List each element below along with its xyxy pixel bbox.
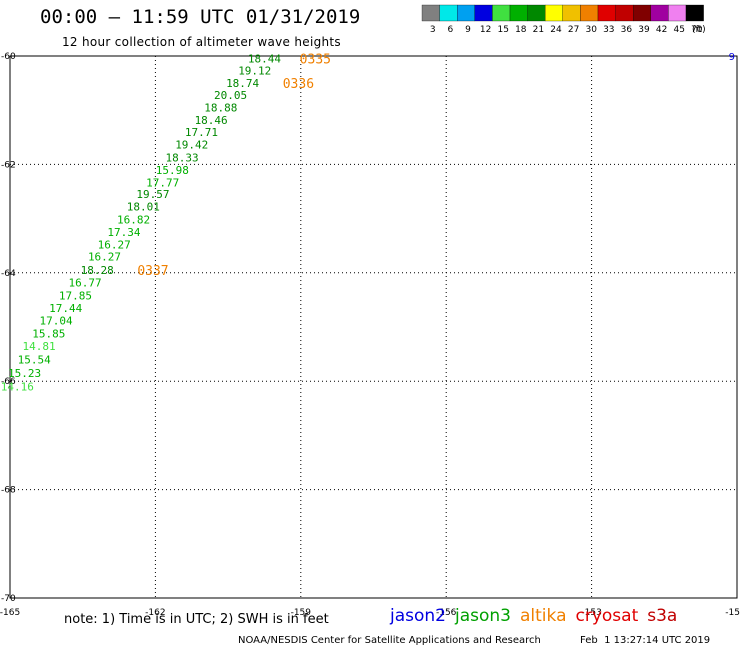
- pass-time-label: 0337: [137, 264, 168, 279]
- footer-note: note: 1) Time is in UTC; 2) SWH is in fe…: [64, 612, 329, 627]
- generated-timestamp: Feb 1 13:27:14 UTC 2019: [580, 635, 711, 646]
- wave-height-point: 16.27: [98, 239, 131, 252]
- y-tick-label: -60: [1, 52, 16, 62]
- wave-height-point: 18.28: [81, 264, 114, 277]
- wave-height-point: 16.27: [88, 251, 121, 264]
- chart-subtitle: 12 hour collection of altimeter wave hei…: [62, 35, 341, 49]
- legend-swatch-label: 45: [673, 25, 684, 35]
- wave-height-point: 14.16: [1, 381, 34, 394]
- wave-height-point: 19.42: [175, 138, 208, 151]
- x-tick-label: -165: [0, 608, 20, 618]
- legend-unit-label: (ft): [692, 25, 706, 35]
- wave-height-point: 15.85: [32, 328, 65, 341]
- legend-swatch-label: 42: [656, 25, 667, 35]
- plot-frame: [9, 55, 738, 599]
- right-edge-label: 9: [729, 52, 735, 63]
- x-tick-label: -159: [291, 608, 312, 618]
- satellite-legend-item: cryosat: [575, 606, 639, 626]
- credit-line: NOAA/NESDIS Center for Satellite Applica…: [238, 635, 541, 646]
- legend-swatch-label: 33: [603, 25, 614, 35]
- wave-height-point: 20.05: [214, 89, 247, 102]
- x-tick-label: -15: [725, 608, 740, 618]
- legend-swatch-label: 3: [430, 25, 436, 35]
- satellite-legend-item: s3a: [647, 606, 678, 626]
- x-tick-label: -162: [145, 608, 165, 618]
- satellite-legend-item: jason3: [455, 606, 511, 626]
- y-tick-label: -64: [1, 269, 16, 279]
- legend-swatch-label: 36: [621, 25, 633, 35]
- wave-height-point: 18.44: [248, 53, 281, 66]
- wave-height-point: 16.77: [69, 277, 102, 290]
- legend-swatch-label: 39: [638, 25, 650, 35]
- wave-height-point: 17.85: [59, 290, 92, 303]
- satellite-legend-item: altika: [520, 606, 567, 626]
- wave-height-point: 19.12: [238, 65, 271, 78]
- wave-height-point: 18.88: [204, 101, 237, 114]
- wave-height-point: 17.77: [146, 176, 179, 189]
- wave-height-point: 17.71: [185, 126, 218, 139]
- legend-swatch-label: 15: [497, 25, 508, 35]
- wave-height-point: 17.44: [49, 302, 82, 315]
- wave-height-point: 18.01: [127, 201, 160, 214]
- y-tick-label: -66: [1, 377, 16, 387]
- satellite-legend: jason2 jason3 altika cryosat s3a: [390, 606, 686, 626]
- satellite-legend-item: jason2: [390, 606, 446, 626]
- legend-swatch-label: 70: [691, 25, 703, 35]
- pass-time-label: 0335: [300, 53, 331, 68]
- color-scale-legend: 3 6 9 12 15 18 21 24 27 30 33 36 39 42 45 70(ft): [421, 4, 706, 35]
- wave-height-point: 17.34: [107, 226, 140, 239]
- x-tick-label: -153: [581, 608, 601, 618]
- y-tick-label: -70: [1, 594, 16, 604]
- legend-swatch-label: 30: [585, 25, 597, 35]
- legend-swatch-label: 6: [448, 25, 454, 35]
- legend-swatch-label: 27: [568, 25, 579, 35]
- wave-height-point: 15.98: [156, 164, 189, 177]
- wave-height-point: 16.82: [117, 214, 150, 227]
- x-tick-label: -156: [436, 608, 457, 618]
- legend-swatch: [685, 4, 704, 22]
- wave-height-point: 17.04: [39, 314, 72, 327]
- chart-title: 00:00 – 11:59 UTC 01/31/2019: [40, 6, 361, 28]
- y-tick-label: -62: [1, 160, 16, 170]
- wave-height-point: 18.46: [195, 114, 228, 127]
- wave-height-point: 15.54: [18, 354, 51, 367]
- wave-height-point: 18.33: [165, 151, 198, 164]
- wave-height-point: 18.74: [226, 77, 259, 90]
- legend-swatch-label: 9: [465, 25, 471, 35]
- legend-swatch-label: 18: [515, 25, 527, 35]
- wave-height-point: 14.81: [23, 340, 56, 353]
- legend-swatch-label: 21: [533, 25, 544, 35]
- wave-height-point: 19.57: [136, 188, 169, 201]
- y-tick-label: -68: [1, 486, 16, 496]
- legend-swatch-label: 12: [480, 25, 491, 35]
- legend-swatch-label: 24: [550, 25, 562, 35]
- wave-height-point: 15.23: [8, 367, 41, 380]
- pass-time-label: 0336: [283, 77, 314, 92]
